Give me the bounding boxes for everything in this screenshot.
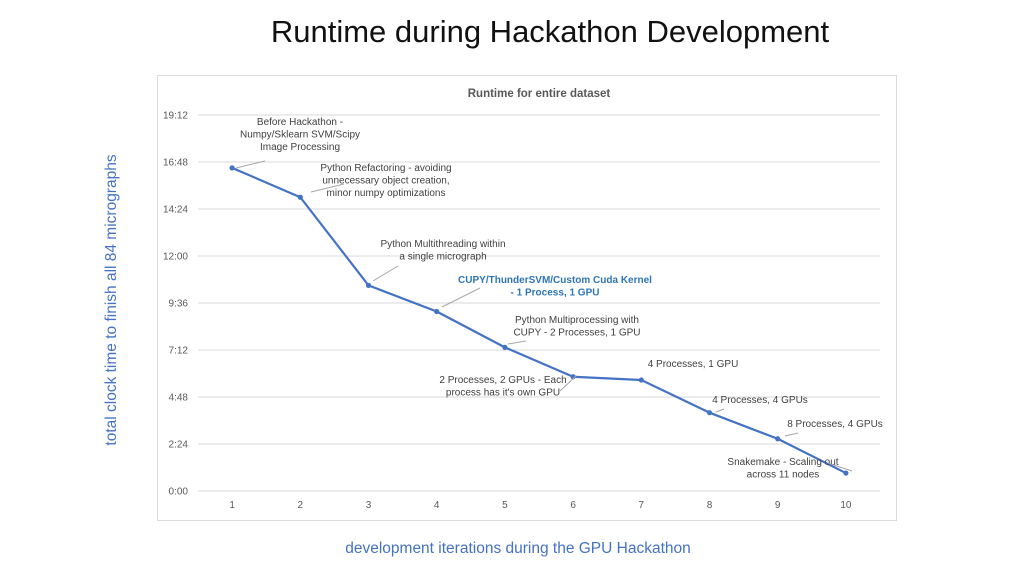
x-tick-label: 7 (639, 500, 645, 511)
annotation-text: Snakemake - Scaling out (727, 457, 838, 468)
y-tick-label: 0:00 (169, 487, 189, 498)
data-point (297, 194, 303, 200)
y-tick-label: 9:36 (169, 299, 189, 310)
annotation-text: 4 Processes, 1 GPU (648, 359, 739, 370)
annotation-text: CUPY - 2 Processes, 1 GPU (513, 328, 640, 339)
x-tick-label: 2 (298, 500, 304, 511)
data-point (502, 344, 508, 350)
annotation-text: 2 Processes, 2 GPUs - Each (439, 375, 566, 386)
annotation-leader-line (827, 462, 853, 472)
chart-title: Runtime for entire dataset (468, 88, 611, 100)
annotation-text: Python Multiprocessing with (515, 315, 639, 326)
slide-title: Runtime during Hackathon Development (270, 14, 830, 49)
y-tick-label: 19:12 (163, 111, 188, 122)
x-tick-label: 10 (840, 500, 852, 511)
y-tick-label: 14:24 (163, 205, 188, 216)
series-line (231, 166, 847, 475)
annotation-text: - 1 Process, 1 GPU (511, 288, 600, 299)
annotation-leader-line (372, 265, 399, 282)
x-tick-label: 1 (229, 500, 235, 511)
annotation-text: across 11 nodes (747, 470, 820, 481)
x-tick-label: 5 (502, 500, 508, 511)
x-tick-label: 9 (775, 500, 781, 511)
annotation-text: 4 Processes, 4 GPUs (712, 395, 808, 406)
x-tick-label: 6 (570, 500, 576, 511)
data-point (229, 165, 235, 171)
x-tick-label: 8 (707, 500, 713, 511)
data-point (638, 377, 644, 383)
data-point (706, 410, 713, 416)
annotation-text: process has it's own GPU (446, 388, 560, 399)
annotation-text: Numpy/Sklearn SVM/Scipy (240, 130, 360, 141)
annotation-text: Python Refactoring - avoiding (320, 163, 451, 174)
annotation-leader-line (559, 375, 577, 392)
y-tick-label: 2:24 (169, 440, 189, 451)
runtime-chart: Runtime for entire dataset 0:00 2:24 4:48 7:… (163, 88, 883, 511)
annotation-text: CUPY/ThunderSVM/Custom Cuda Kernel (458, 275, 652, 286)
annotation-leader-line (784, 432, 799, 437)
chart-frame: Runtime for entire dataset 0:00 2:24 4:48 7:… (157, 75, 897, 521)
data-point (434, 308, 440, 315)
annotation-text: 8 Processes, 4 GPUs (787, 419, 883, 430)
y-tick-label: 16:48 (163, 158, 188, 169)
annotation-text: Python Multithreading within (380, 239, 505, 250)
x-tick-label: 3 (366, 500, 372, 511)
annotation-leader-line (441, 287, 481, 308)
annotation-leader-line (310, 183, 345, 193)
y-tick-label: 7:12 (169, 346, 189, 357)
x-axis-caption: development iterations during the GPU Ha… (345, 540, 691, 557)
data-point (843, 470, 849, 476)
annotation-leader-line (507, 340, 527, 345)
y-tick-label: 12:00 (163, 252, 188, 263)
annotation-text: Image Processing (260, 142, 340, 153)
annotation-text: Before Hackathon - (257, 117, 343, 128)
data-point (365, 282, 372, 288)
x-tick-label: 4 (434, 500, 440, 511)
annotation-text: unnecessary object creation, (322, 176, 449, 187)
annotation-leader-line (235, 160, 266, 169)
y-tick-label: 4:48 (169, 393, 189, 404)
data-point (775, 436, 781, 442)
annotation-leader-line (715, 408, 725, 413)
annotation-text: a single micrograph (399, 252, 486, 263)
y-axis-caption: total clock time to finish all 84 microg… (103, 154, 120, 446)
annotation-text: minor numpy optimizations (327, 188, 446, 199)
